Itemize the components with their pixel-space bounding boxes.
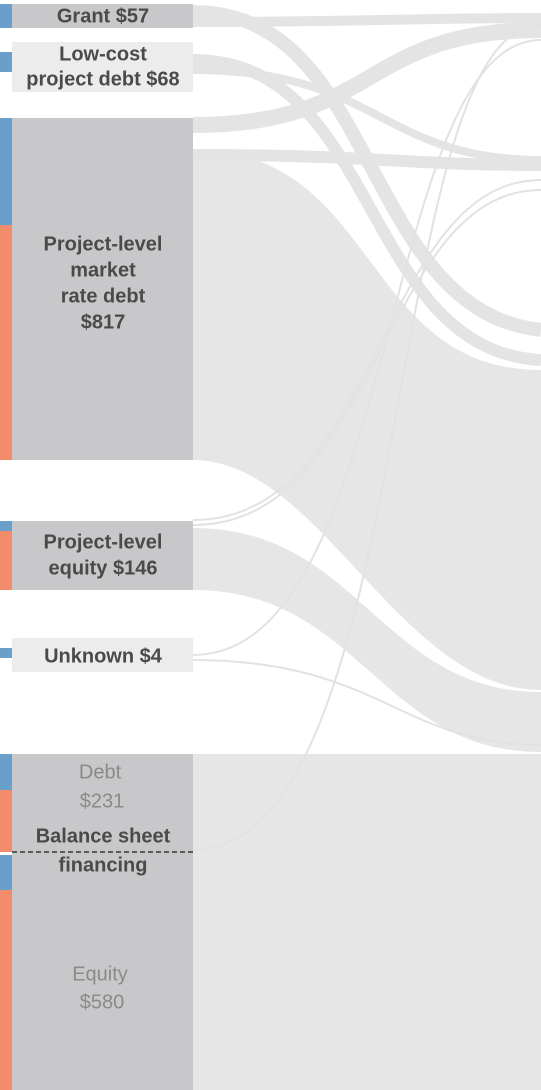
node	[12, 521, 193, 590]
node	[12, 118, 193, 460]
node-label: project debt $68	[26, 68, 179, 90]
strip	[0, 531, 12, 590]
strip	[0, 521, 12, 531]
node-label: Low-cost	[59, 43, 147, 65]
flow	[193, 150, 541, 690]
sub-label: $580	[80, 991, 125, 1013]
node-label: equity $146	[49, 557, 158, 579]
node-label: Balance sheet	[36, 825, 171, 847]
flows	[192, 5, 541, 1090]
node-label: $817	[81, 311, 126, 333]
flow	[192, 24, 541, 851]
flow	[192, 66, 541, 164]
node-label: market	[70, 259, 136, 281]
node	[12, 42, 193, 92]
flow	[192, 22, 541, 133]
flow	[192, 179, 541, 521]
strip	[0, 754, 12, 790]
flow	[193, 754, 541, 1090]
node-label: Grant $57	[57, 5, 149, 27]
node	[12, 754, 193, 1090]
strip	[0, 790, 12, 852]
strip	[0, 52, 12, 72]
strip	[0, 890, 12, 1090]
left-strip	[0, 4, 12, 1090]
flow	[192, 659, 541, 746]
node-label: rate debt	[61, 285, 146, 307]
node	[12, 638, 193, 672]
flow	[192, 189, 541, 526]
node-label: Project-level	[44, 233, 163, 255]
strip	[0, 4, 12, 28]
strip	[0, 118, 12, 225]
node-label: financing	[59, 854, 148, 876]
strip	[0, 855, 12, 890]
flow	[192, 13, 541, 27]
sub-label: $231	[80, 790, 125, 812]
strip	[0, 225, 12, 460]
strip	[0, 648, 12, 658]
sub-label: Equity	[72, 963, 128, 985]
node-label: Unknown $4	[44, 645, 163, 667]
labels: Grant $57 Low-cost project debt $68 Proj…	[26, 5, 179, 1013]
node	[12, 4, 193, 28]
flow	[193, 528, 541, 752]
sub-label: Debt	[79, 761, 122, 783]
nodes	[12, 4, 193, 1090]
flow	[192, 149, 541, 171]
node-label: Project-level	[44, 531, 163, 553]
